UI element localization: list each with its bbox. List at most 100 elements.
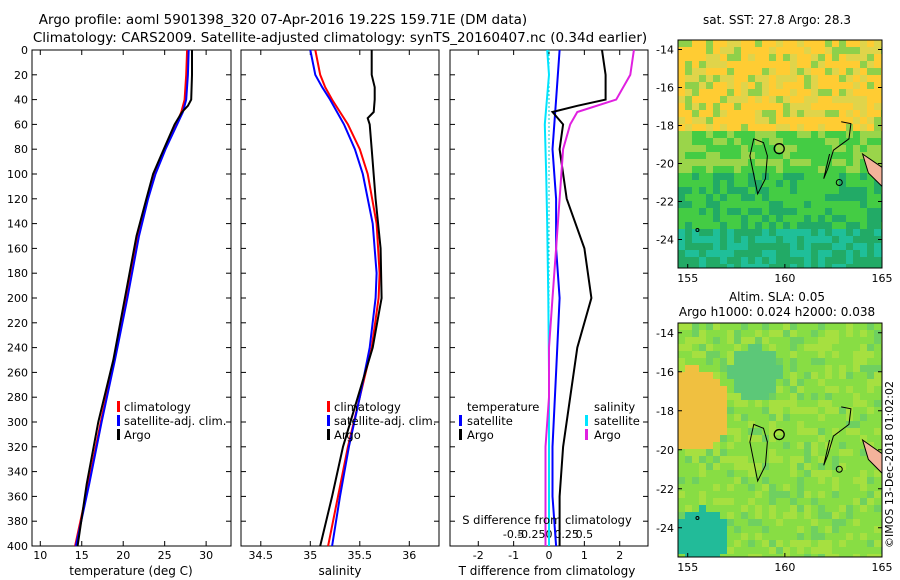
sst-pixel [825, 236, 832, 243]
sst-pixel [727, 229, 734, 236]
sst-pixel [769, 243, 776, 250]
sla-pixel [699, 484, 706, 491]
sst-pixel [727, 47, 734, 54]
sla-pixel [769, 344, 776, 351]
sla-pixel [804, 491, 811, 498]
sla-pixel [720, 456, 727, 463]
sla-pixel [839, 428, 846, 435]
sst-pixel [853, 194, 860, 201]
sst-pixel [797, 124, 804, 131]
sst-pixel [874, 82, 881, 89]
legend-label-temp-argo: Argo [467, 428, 494, 442]
difference-xlabel-top: S difference from climatology [462, 513, 632, 527]
sst-pixel [853, 103, 860, 110]
sla-pixel [818, 491, 825, 498]
sla-pixel [685, 491, 692, 498]
sst-pixel [839, 215, 846, 222]
sla-pixel [685, 470, 692, 477]
sst-pixel [685, 187, 692, 194]
sst-pixel [853, 138, 860, 145]
sla-pixel [727, 407, 734, 414]
sst-pixel [727, 194, 734, 201]
sst-pixel [783, 89, 790, 96]
sla-pixel [741, 463, 748, 470]
sla-pixel [832, 407, 839, 414]
sla-pixel [776, 491, 783, 498]
sla-pixel [790, 484, 797, 491]
sst-pixel [720, 117, 727, 124]
sst-pixel [748, 89, 755, 96]
sla-pixel [734, 498, 741, 505]
sst-pixel [874, 222, 881, 229]
sst-pixel [706, 61, 713, 68]
sst-pixel [699, 159, 706, 166]
sla-pixel [846, 351, 853, 358]
sst-pixel [762, 243, 769, 250]
sla-pixel [748, 540, 755, 547]
salinity-legend: climatology satellite-adj. clim. Argo [327, 400, 436, 442]
sla-pixel [741, 449, 748, 456]
sst-pixel [846, 215, 853, 222]
sst-pixel [769, 166, 776, 173]
sst-pixel [790, 145, 797, 152]
legend-swatch-satellite [117, 415, 120, 426]
sst-pixel [832, 187, 839, 194]
sla-pixel [797, 351, 804, 358]
x-tick-label: 1 [581, 549, 588, 562]
y-tick-label: 0 [21, 44, 28, 57]
sla-pixel [678, 428, 685, 435]
sst-pixel [839, 131, 846, 138]
sst-pixel [874, 194, 881, 201]
sla-pixel [748, 554, 755, 557]
sla-pixel [748, 456, 755, 463]
sla-pixel [790, 414, 797, 421]
sst-pixel [867, 264, 874, 268]
map-x-tick-label: 155 [677, 561, 698, 574]
sla-pixel [853, 519, 860, 526]
sla-pixel [839, 365, 846, 372]
sst-pixel [832, 166, 839, 173]
sla-pixel [699, 491, 706, 498]
sst-pixel [783, 236, 790, 243]
map-y-tick-label: -18 [656, 120, 674, 133]
sla-pixel [748, 505, 755, 512]
figure-title-line1: Argo profile: aoml 5901398_320 07-Apr-20… [39, 12, 527, 28]
sst-pixel [797, 82, 804, 89]
sst-pixel [734, 257, 741, 264]
sla-pixel [818, 477, 825, 484]
sla-pixel [713, 533, 720, 540]
sst-pixel [762, 96, 769, 103]
sst-pixel [874, 257, 881, 264]
sst-pixel [727, 250, 734, 257]
sst-pixel [839, 257, 846, 264]
sla-pixel [804, 435, 811, 442]
sla-pixel [713, 358, 720, 365]
sst-pixel [755, 54, 762, 61]
sla-pixel [804, 372, 811, 379]
sla-pixel [741, 414, 748, 421]
sst-pixel [692, 40, 699, 47]
sla-pixel [804, 358, 811, 365]
sst-pixel [706, 173, 713, 180]
sst-pixel [699, 131, 706, 138]
sst-pixel [825, 47, 832, 54]
sla-pixel [839, 505, 846, 512]
sla-pixel [811, 554, 818, 557]
sla-pixel [832, 435, 839, 442]
sst-pixel [741, 82, 748, 89]
sst-pixel [699, 257, 706, 264]
sst-pixel [874, 264, 881, 268]
sst-pixel [720, 89, 727, 96]
sla-pixel [776, 400, 783, 407]
sst-pixel [783, 54, 790, 61]
sla-pixel [776, 512, 783, 519]
map-y-tick-label: -14 [656, 327, 674, 340]
sst-pixel [811, 47, 818, 54]
sla-pixel [790, 449, 797, 456]
sst-pixel [678, 40, 685, 47]
sst-pixel [741, 257, 748, 264]
sst-pixel [727, 208, 734, 215]
sla-pixel [818, 365, 825, 372]
sst-pixel [755, 152, 762, 159]
